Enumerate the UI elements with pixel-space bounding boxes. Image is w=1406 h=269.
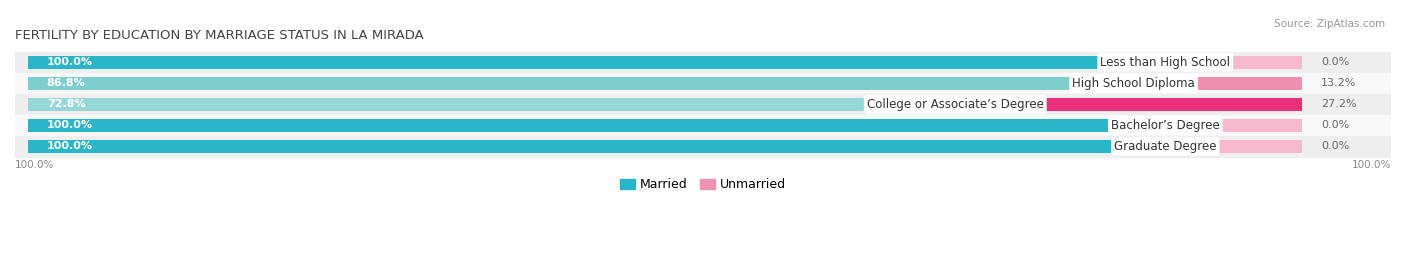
- Text: Bachelor’s Degree: Bachelor’s Degree: [1111, 119, 1219, 132]
- Bar: [28, 56, 1166, 69]
- Legend: Married, Unmarried: Married, Unmarried: [614, 173, 792, 196]
- Bar: [28, 77, 1133, 90]
- Bar: [1166, 140, 1302, 153]
- Text: Source: ZipAtlas.com: Source: ZipAtlas.com: [1274, 19, 1385, 29]
- Text: 72.8%: 72.8%: [46, 99, 86, 109]
- Bar: [28, 140, 1166, 153]
- Text: Less than High School: Less than High School: [1101, 56, 1230, 69]
- Text: 100.0%: 100.0%: [46, 141, 93, 151]
- Bar: [955, 98, 1302, 111]
- Text: 86.8%: 86.8%: [46, 78, 86, 88]
- Bar: [28, 56, 1302, 69]
- Bar: [28, 119, 1302, 132]
- Text: FERTILITY BY EDUCATION BY MARRIAGE STATUS IN LA MIRADA: FERTILITY BY EDUCATION BY MARRIAGE STATU…: [15, 29, 423, 42]
- Text: 0.0%: 0.0%: [1320, 120, 1350, 130]
- Text: 100.0%: 100.0%: [46, 57, 93, 67]
- Bar: [15, 73, 1391, 94]
- Bar: [28, 98, 955, 111]
- Text: 0.0%: 0.0%: [1320, 57, 1350, 67]
- Text: College or Associate’s Degree: College or Associate’s Degree: [868, 98, 1043, 111]
- Text: 13.2%: 13.2%: [1320, 78, 1357, 88]
- Text: 100.0%: 100.0%: [1351, 160, 1391, 170]
- Bar: [1166, 56, 1302, 69]
- Bar: [15, 52, 1391, 73]
- Bar: [15, 94, 1391, 115]
- Text: High School Diploma: High School Diploma: [1073, 77, 1195, 90]
- Bar: [1133, 77, 1302, 90]
- Text: 27.2%: 27.2%: [1320, 99, 1357, 109]
- Bar: [1166, 119, 1302, 132]
- Bar: [28, 77, 1302, 90]
- Bar: [15, 115, 1391, 136]
- Text: 100.0%: 100.0%: [15, 160, 55, 170]
- Bar: [28, 98, 1302, 111]
- Bar: [28, 140, 1302, 153]
- Text: 100.0%: 100.0%: [46, 120, 93, 130]
- Text: 0.0%: 0.0%: [1320, 141, 1350, 151]
- Bar: [28, 119, 1166, 132]
- Bar: [15, 136, 1391, 157]
- Text: Graduate Degree: Graduate Degree: [1114, 140, 1216, 153]
